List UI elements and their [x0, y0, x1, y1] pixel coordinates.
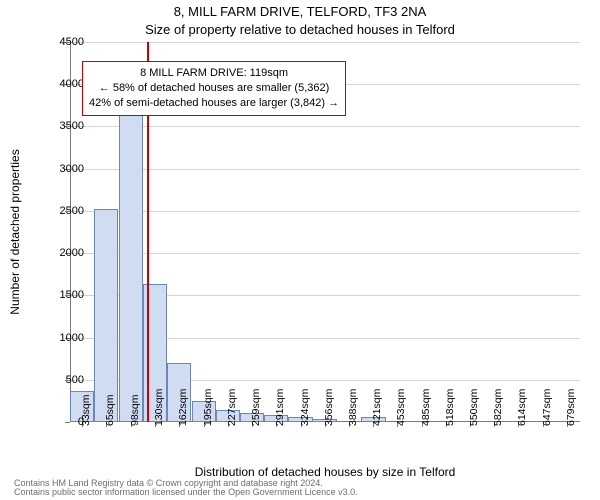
- histogram-bar: [94, 209, 118, 422]
- xtick-label: 291sqm: [274, 389, 286, 426]
- ytick-label: 500: [36, 374, 84, 386]
- ytick-label: 1000: [36, 332, 84, 344]
- ytick-label: 2000: [36, 247, 84, 259]
- ytick-label: 3000: [36, 163, 84, 175]
- annotation-line3: 42% of semi-detached houses are larger (…: [89, 96, 339, 111]
- ytick-label: 1500: [36, 289, 84, 301]
- xtick-label: 518sqm: [444, 389, 456, 426]
- footer-line2: Contains public sector information licen…: [14, 488, 358, 497]
- xtick-label: 614sqm: [516, 389, 528, 426]
- plot-area: 33sqm65sqm98sqm130sqm162sqm195sqm227sqm2…: [70, 42, 580, 422]
- ytick-label: 3500: [36, 120, 84, 132]
- xtick-label: 98sqm: [129, 394, 141, 426]
- xtick-label: 65sqm: [104, 394, 116, 426]
- xtick-label: 388sqm: [347, 389, 359, 426]
- xtick-label: 485sqm: [420, 389, 432, 426]
- xtick-label: 550sqm: [468, 389, 480, 426]
- x-axis-label: Distribution of detached houses by size …: [70, 465, 580, 479]
- xtick-label: 647sqm: [541, 389, 553, 426]
- xtick-label: 130sqm: [153, 389, 165, 426]
- xtick-label: 421sqm: [371, 389, 383, 426]
- xtick-label: 679sqm: [565, 389, 577, 426]
- annotation-line2: ← 58% of detached houses are smaller (5,…: [89, 81, 339, 96]
- ytick-label: 4000: [36, 78, 84, 90]
- attribution-footer: Contains HM Land Registry data © Crown c…: [14, 479, 358, 497]
- chart-container: 8, MILL FARM DRIVE, TELFORD, TF3 2NA Siz…: [0, 0, 600, 500]
- histogram-bar: [119, 73, 143, 422]
- chart-title-line2: Size of property relative to detached ho…: [0, 22, 600, 37]
- xtick-label: 582sqm: [492, 389, 504, 426]
- xtick-label: 162sqm: [177, 389, 189, 426]
- annotation-box: 8 MILL FARM DRIVE: 119sqm← 58% of detach…: [82, 61, 346, 116]
- xtick-label: 324sqm: [299, 389, 311, 426]
- xtick-label: 356sqm: [323, 389, 335, 426]
- xtick-label: 453sqm: [395, 389, 407, 426]
- xtick-label: 195sqm: [202, 389, 214, 426]
- ytick-label: 2500: [36, 205, 84, 217]
- y-axis-label: Number of detached properties: [8, 149, 22, 314]
- xtick-label: 259sqm: [250, 389, 262, 426]
- xtick-label: 227sqm: [226, 389, 238, 426]
- ytick-label: 4500: [36, 36, 84, 48]
- ytick-label: 0: [36, 416, 84, 428]
- annotation-line1: 8 MILL FARM DRIVE: 119sqm: [89, 66, 339, 81]
- chart-title-line1: 8, MILL FARM DRIVE, TELFORD, TF3 2NA: [0, 4, 600, 19]
- y-axis-line: [70, 42, 71, 422]
